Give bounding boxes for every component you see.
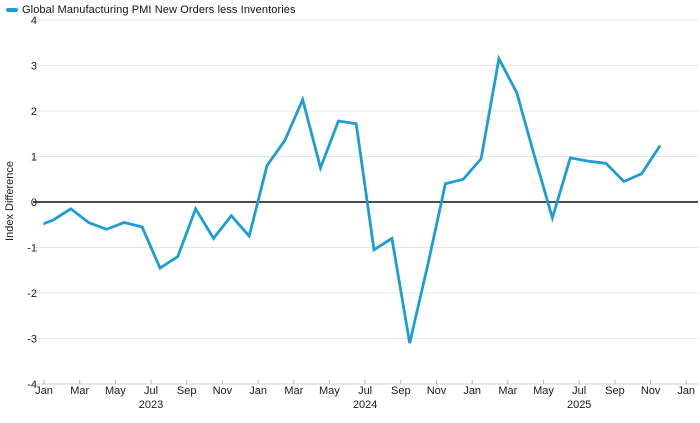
x-tick-label: Sep xyxy=(605,385,625,397)
x-tick-label: Jul xyxy=(358,385,372,397)
x-tick-label: Mar xyxy=(284,385,303,397)
legend-line-swatch xyxy=(6,8,18,12)
x-tick-label: May xyxy=(319,385,340,397)
x-tick-label: Sep xyxy=(391,385,411,397)
legend: Global Manufacturing PMI New Orders less… xyxy=(6,4,296,16)
y-tick-label: 0 xyxy=(31,197,37,209)
y-tick-label: -1 xyxy=(27,242,37,254)
x-year-label: 2024 xyxy=(353,399,377,411)
x-year-label: 2025 xyxy=(567,399,591,411)
x-tick-label: May xyxy=(105,385,126,397)
y-tick-label: -4 xyxy=(27,379,37,391)
y-tick-label: 4 xyxy=(31,15,37,27)
x-tick-label: Jan xyxy=(463,385,481,397)
y-tick-label: -3 xyxy=(27,333,37,345)
x-tick-label: Nov xyxy=(641,385,661,397)
y-tick-label: 1 xyxy=(31,151,37,163)
x-tick-label: Nov xyxy=(213,385,233,397)
x-tick-label: Sep xyxy=(177,385,197,397)
x-tick-label: Jan xyxy=(35,385,53,397)
x-year-label: 2023 xyxy=(139,399,163,411)
y-tick-label: 2 xyxy=(31,106,37,118)
x-tick-label: Jan xyxy=(249,385,267,397)
x-tick-label: May xyxy=(533,385,554,397)
y-tick-label: 3 xyxy=(31,60,37,72)
x-tick-label: Jul xyxy=(572,385,586,397)
legend-label: Global Manufacturing PMI New Orders less… xyxy=(22,4,296,16)
x-tick-label: Jan xyxy=(677,385,695,397)
pmi-series-line xyxy=(43,54,661,344)
x-tick-label: Mar xyxy=(498,385,517,397)
y-tick-label: -2 xyxy=(27,288,37,300)
x-tick-label: Mar xyxy=(70,385,89,397)
x-tick-label: Nov xyxy=(427,385,447,397)
x-tick-label: Jul xyxy=(144,385,158,397)
